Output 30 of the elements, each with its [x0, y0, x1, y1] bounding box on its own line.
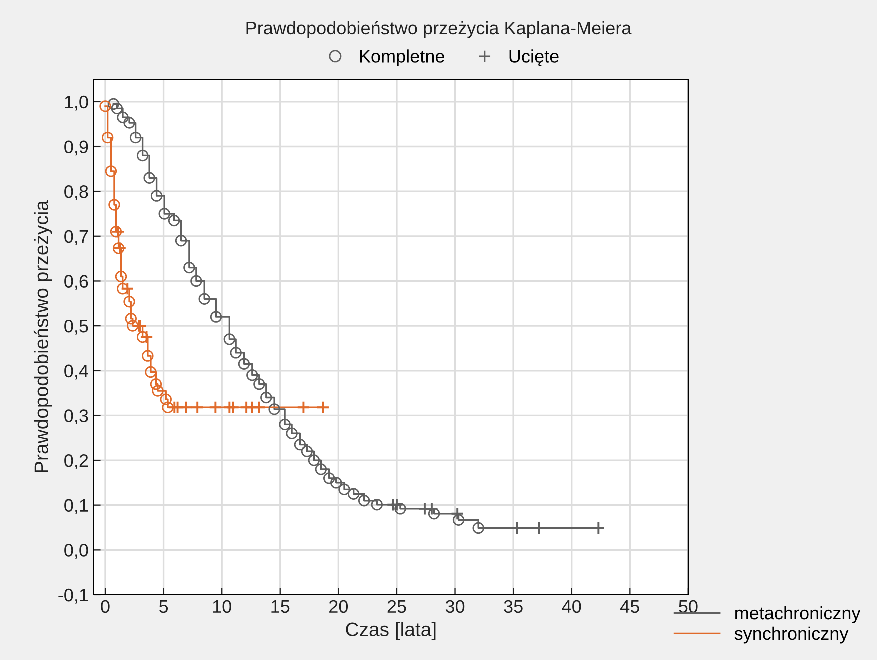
x-tick-label: 45 — [620, 600, 640, 614]
y-tick-label: 0,2 — [64, 454, 88, 470]
y-tick-label: 0,9 — [64, 140, 88, 156]
x-tick-label: 10 — [213, 600, 232, 614]
x-tick-label: 50 — [679, 600, 698, 614]
y-axis-title: Prawdopodobieństwo przeżycia — [34, 200, 52, 472]
x-tick-label: 15 — [272, 600, 290, 614]
legend-label: metachroniczny — [736, 606, 861, 624]
y-tick-label: 0,3 — [64, 410, 88, 425]
x-tick-label: 20 — [330, 600, 348, 614]
x-tick-label: 35 — [504, 600, 523, 614]
legend-label: synchroniczny — [734, 626, 849, 644]
y-tick-label: 0,7 — [64, 230, 88, 246]
y-tick-label: 0,1 — [64, 499, 88, 514]
x-tick-label: 5 — [159, 600, 168, 614]
y-tick-label: 0,6 — [64, 275, 88, 290]
legend-label: Ucięte — [510, 50, 559, 67]
chart-title: Prawdopodobieństwo przeżycia Kaplana-Meiera — [246, 21, 632, 38]
y-tick-label: 0,0 — [64, 544, 88, 560]
y-tick-label: -0,1 — [58, 588, 88, 604]
x-tick-label: 0 — [101, 600, 110, 614]
y-tick-label: 1,0 — [65, 96, 88, 111]
x-tick-label: 30 — [446, 600, 465, 614]
x-axis-title: Czas [lata] — [346, 622, 436, 640]
x-tick-label: 25 — [388, 600, 406, 614]
y-tick-label: 0,8 — [64, 186, 88, 200]
y-tick-label: 0,4 — [64, 364, 88, 380]
y-tick-label: 0,5 — [64, 320, 88, 335]
legend-label: Kompletne — [360, 50, 444, 66]
x-tick-label: 40 — [562, 600, 582, 614]
